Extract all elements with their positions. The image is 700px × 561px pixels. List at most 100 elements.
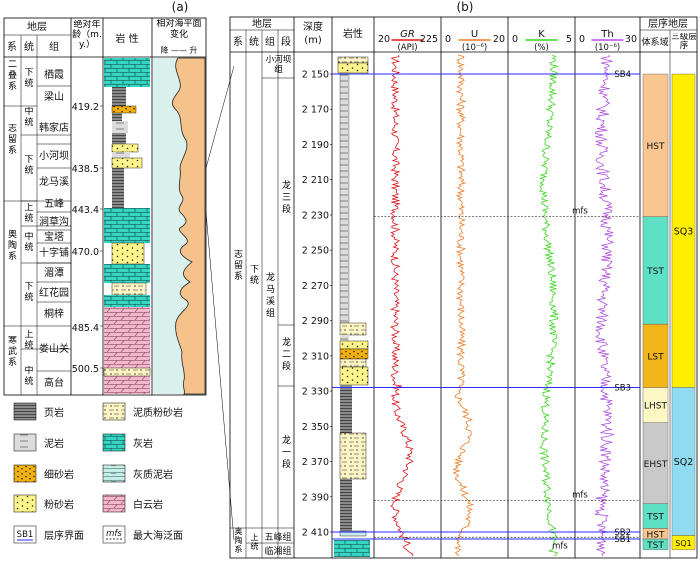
a-series-header: 统 [24,40,34,53]
depth-tick-label: 2 310 [302,351,329,362]
b-group-header: 组 [265,35,275,48]
log-unit: (10⁻⁶) [595,43,620,53]
log-unit: (%) [534,43,549,53]
sea-level-curve [172,57,206,395]
panel-b-label: (b) [457,0,474,14]
sequence-boundary-label: SB2 [614,528,631,538]
sequence-boundary-label: SB3 [614,384,631,394]
legend-sb1-symbol: SB1 [17,530,34,540]
log-curve-K [539,54,560,557]
sequence-label: SQ3 [674,226,694,237]
log-curve-U [452,54,475,557]
log-unit: (10⁻⁶) [462,43,487,53]
a-group-shizipu: 十字铺 [39,246,69,259]
systems-tract-label: HST [647,530,665,540]
b-system-silurian: 志留系 [233,250,243,282]
log-max: 30 [625,34,637,45]
a-series-4: 中统 [24,232,34,253]
depth-tick-label: 2 350 [302,422,329,433]
systems-tract-label: LST [647,352,664,362]
sequence-boundary-label: SB1 [614,535,631,545]
a-series-0: 下统 [24,68,34,89]
log-unit: (API) [397,43,417,53]
log-name: U [471,29,478,40]
a-sea-level-axis: 降 —— 升 [160,45,197,55]
a-series-5: 下统 [24,282,34,303]
b-lithology-column [334,56,370,557]
a-system-silurian: 志留系 [7,124,17,156]
legend [13,402,126,544]
b-system-header: 系 [233,36,243,48]
a-series-1: 中统 [24,107,34,128]
b-series-header: 统 [249,35,259,48]
legend-muddy-siltstone: 泥质粉砂岩 [133,406,183,419]
a-group-hanjiadian: 韩家店 [39,121,69,134]
depth-tick-label: 2 230 [302,210,329,221]
b-group-longmaxi: 龙马溪组 [265,273,275,319]
legend-limestone: 灰岩 [133,437,153,450]
a-age-3: 470.0 [72,247,99,258]
legend-sequence-boundary: 层序界面 [44,529,84,542]
depth-tick-label: 2 390 [302,492,329,503]
depth-tick-label: 2 410 [302,528,329,539]
depth-tick-label: 2 370 [302,457,329,468]
depth-tick-label: 2 330 [302,387,329,398]
a-system-ordovician: 奥陶系 [7,230,17,262]
sequence-label: SQ2 [674,457,694,468]
b-lithology-header: 岩性 [343,27,363,40]
connector-top [205,65,235,169]
a-age-5: 500.5 [72,364,99,375]
a-sea-level-header: 相对海平面变化 [156,19,202,40]
sequence-box [671,535,696,550]
systems-tract-label: LHST [644,402,667,412]
a-group-jiancaogou: 涧草沟 [39,215,69,228]
systems-tract-box [642,387,669,423]
panel-a-frame [3,17,207,396]
a-age-2: 443.4 [72,205,99,216]
a-series-3: 上统 [24,203,34,224]
depth-tick-label: 2 190 [302,140,329,151]
log-min: 20 [378,34,390,45]
a-group-loushanguan: 娄山关 [39,342,69,355]
legend-shale: 页岩 [44,406,64,419]
log-max: 20 [493,34,505,45]
mfs-label: mfs [572,207,588,217]
b-member-1: 龙一段 [281,436,291,470]
a-group-tongzi: 桐梓 [44,307,64,320]
b-stratum-header: 地层 [252,17,272,30]
systems-tract-box [642,216,669,325]
a-age-1: 438.5 [72,164,99,175]
connector-bottom [205,211,235,541]
log-name: GR [400,29,415,40]
mfs-label: mfs [572,490,588,500]
depth-tick-label: 2 290 [302,316,329,327]
b-group-linxiang: 临湘组 [264,545,291,557]
systems-tract-label: TST [646,513,664,523]
a-group-honghuayuan: 红花园 [39,286,69,299]
a-group-liangshan: 梁山 [44,90,64,103]
mfs-label: mfs [552,541,568,551]
systems-tract-label: TST [646,541,664,551]
a-group-xiaoheba: 小河坝 [39,150,69,162]
b-group-wufeng: 五峰组 [264,531,291,543]
sequence-boundary-label: SB4 [614,70,631,80]
a-age-0: 419.2 [72,102,99,113]
a-group-meitan: 湄潭 [44,267,64,279]
log-curve-Th [593,54,615,556]
sequence-label: SQ1 [675,539,691,548]
a-age-header: 绝对年龄（m.y.） [72,20,102,50]
b-series-upper: 上统 [250,533,259,551]
a-age-4: 485.4 [72,323,99,334]
b-sequence-header: 层序地层 [648,17,688,30]
panel-b-frame [229,16,698,559]
legend-fine-sandstone: 细砂岩 [44,468,74,481]
b-depth-unit: (m) [304,35,322,46]
a-series-2: 下统 [24,155,34,176]
log-name: Th [600,29,613,40]
legend-mfs: 最大海泛面 [133,529,183,542]
log-curve-GR [389,54,414,556]
depth-tick-label: 2 250 [302,246,329,257]
a-lithology-column [103,58,151,394]
a-system-permian: 二叠系 [7,60,17,92]
